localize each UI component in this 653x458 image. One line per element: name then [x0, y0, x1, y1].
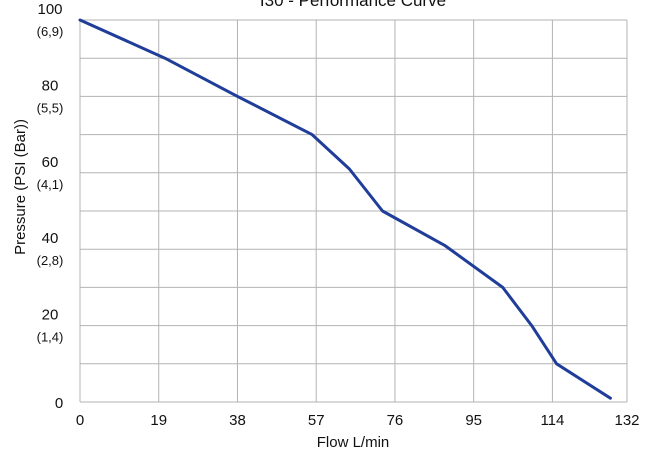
x-tick-label: 95	[465, 412, 482, 429]
series-layer	[78, 18, 612, 400]
y-tick-label: 60	[42, 154, 59, 171]
y-tick-label: 100	[37, 1, 62, 18]
x-tick-label: 57	[308, 412, 325, 429]
y-tick-label: 0	[55, 395, 63, 412]
y-tick-label: 80	[42, 77, 59, 94]
x-tick-label: 38	[229, 412, 246, 429]
y-tick-sublabel: (4,1)	[37, 177, 64, 192]
x-axis-title: Flow L/min	[317, 434, 390, 451]
grid-layer	[79, 19, 628, 403]
y-tick-sublabel: (5,5)	[37, 100, 64, 115]
x-tick-label: 19	[150, 412, 167, 429]
y-tick-sublabel: (1,4)	[37, 330, 64, 345]
y-axis-title: Pressure (PSI (Bar))	[12, 119, 29, 255]
y-tick-sublabel: (2,8)	[37, 253, 64, 268]
y-tick-sublabel: (6,9)	[37, 24, 64, 39]
chart-title: I30 - Performance Curve	[260, 0, 446, 10]
x-tick-label: 76	[387, 412, 404, 429]
series-line	[78, 18, 612, 400]
x-tick-label: 0	[76, 412, 84, 429]
x-tick-label: 132	[614, 412, 639, 429]
y-tick-layer: 0 20 (1,4) 40 (2,8) 60 (4,1) 80 (5,5) 100 (6,9)	[37, 1, 64, 412]
y-tick-label: 40	[42, 230, 59, 247]
x-tick-layer: 0 19 38 57 76 95 114 132	[76, 412, 640, 429]
y-tick-label: 20	[42, 307, 59, 324]
x-tick-label: 114	[540, 412, 564, 429]
